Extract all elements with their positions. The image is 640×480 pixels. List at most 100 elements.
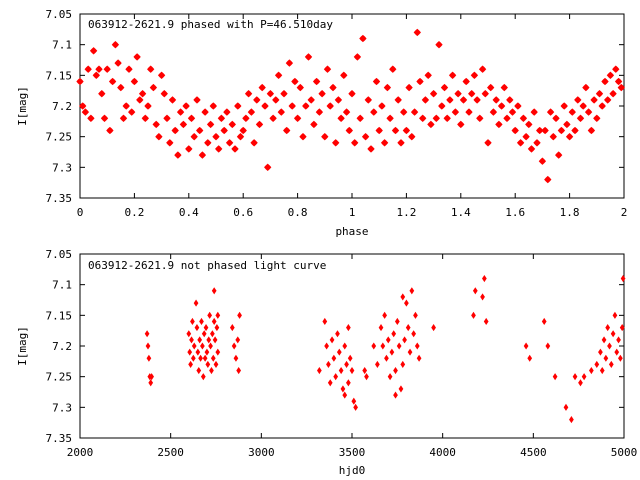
data-point <box>516 139 525 147</box>
data-point <box>201 330 207 338</box>
data-point <box>291 77 299 86</box>
data-point <box>375 126 383 135</box>
data-point <box>391 330 397 338</box>
data-point <box>168 96 177 104</box>
data-point <box>389 348 395 356</box>
data-point <box>323 65 332 73</box>
data-point <box>117 83 125 92</box>
data-point <box>380 139 389 147</box>
data-point <box>347 354 353 362</box>
x-tick-label: 3000 <box>248 446 275 459</box>
data-point <box>617 83 625 92</box>
data-point <box>211 317 217 326</box>
data-point <box>402 336 407 344</box>
data-point <box>370 108 378 116</box>
data-point <box>557 126 566 135</box>
data-point <box>487 83 495 92</box>
data-point <box>211 287 217 295</box>
y-tick-label: 7.2 <box>52 100 72 113</box>
data-point <box>200 373 206 381</box>
data-point <box>454 90 462 98</box>
data-point <box>200 342 205 350</box>
data-point <box>593 114 601 122</box>
data-point <box>574 96 582 104</box>
data-point <box>141 114 149 122</box>
data-point <box>166 139 174 147</box>
data-point <box>484 139 492 147</box>
data-point <box>212 336 218 344</box>
data-point <box>199 317 204 326</box>
data-point <box>335 330 340 338</box>
x-tick-label: 1.4 <box>451 206 471 219</box>
plot-frame <box>79 13 625 199</box>
data-point <box>193 299 199 307</box>
data-point <box>119 114 128 122</box>
data-point <box>329 83 337 92</box>
data-point <box>616 336 621 344</box>
data-point <box>481 90 489 98</box>
y-tick-label: 7.05 <box>46 248 73 261</box>
data-point <box>133 53 141 61</box>
data-point <box>130 77 139 86</box>
x-tick-label: 4000 <box>429 446 456 459</box>
data-point <box>506 96 514 104</box>
data-point <box>182 102 190 110</box>
data-point <box>213 360 219 368</box>
data-point <box>511 126 519 135</box>
data-point <box>462 77 470 86</box>
data-point <box>588 366 594 375</box>
data-point <box>614 348 620 356</box>
data-point <box>480 293 485 301</box>
data-point <box>332 139 340 147</box>
data-point <box>310 120 318 129</box>
data-point <box>149 373 154 381</box>
data-point <box>202 354 208 362</box>
x-axis-label: phase <box>335 225 368 238</box>
data-point <box>346 324 351 332</box>
data-point <box>405 324 411 332</box>
data-point <box>565 133 574 141</box>
data-point <box>186 330 192 338</box>
x-tick-label: 0.6 <box>233 206 253 219</box>
data-point <box>277 108 285 116</box>
data-point <box>223 108 231 116</box>
data-point <box>283 126 291 135</box>
data-point <box>155 133 163 141</box>
data-point <box>605 324 611 332</box>
data-point <box>247 108 256 116</box>
x-tick-label: 1.8 <box>560 206 580 219</box>
data-point <box>440 83 449 92</box>
data-point <box>572 373 578 381</box>
data-point <box>402 126 411 135</box>
data-point <box>576 114 585 122</box>
data-point <box>197 336 203 344</box>
data-point <box>404 299 409 307</box>
data-point <box>160 90 168 98</box>
data-point <box>367 145 375 153</box>
data-point <box>231 342 237 350</box>
data-point <box>307 96 315 104</box>
data-point <box>431 324 436 332</box>
data-point <box>386 114 394 122</box>
data-point <box>344 360 349 368</box>
data-point <box>421 96 430 104</box>
data-point <box>619 324 625 332</box>
x-tick-label: 0 <box>77 206 84 219</box>
data-point <box>409 287 415 295</box>
data-point <box>345 126 353 135</box>
data-point <box>188 360 193 368</box>
data-point <box>618 354 623 362</box>
data-point <box>604 96 612 104</box>
data-point <box>318 90 326 98</box>
data-point <box>98 90 106 98</box>
data-point <box>594 360 600 368</box>
data-point <box>595 90 604 98</box>
data-point <box>581 373 587 381</box>
data-point <box>220 126 228 135</box>
y-tick-label: 7.1 <box>52 39 72 52</box>
data-point <box>336 348 342 356</box>
data-point <box>138 90 147 98</box>
data-point <box>606 71 615 79</box>
data-point <box>361 133 370 141</box>
data-point <box>552 114 560 122</box>
